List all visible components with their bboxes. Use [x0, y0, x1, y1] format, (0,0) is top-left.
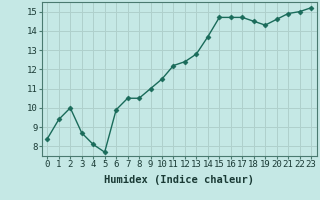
X-axis label: Humidex (Indice chaleur): Humidex (Indice chaleur)	[104, 175, 254, 185]
